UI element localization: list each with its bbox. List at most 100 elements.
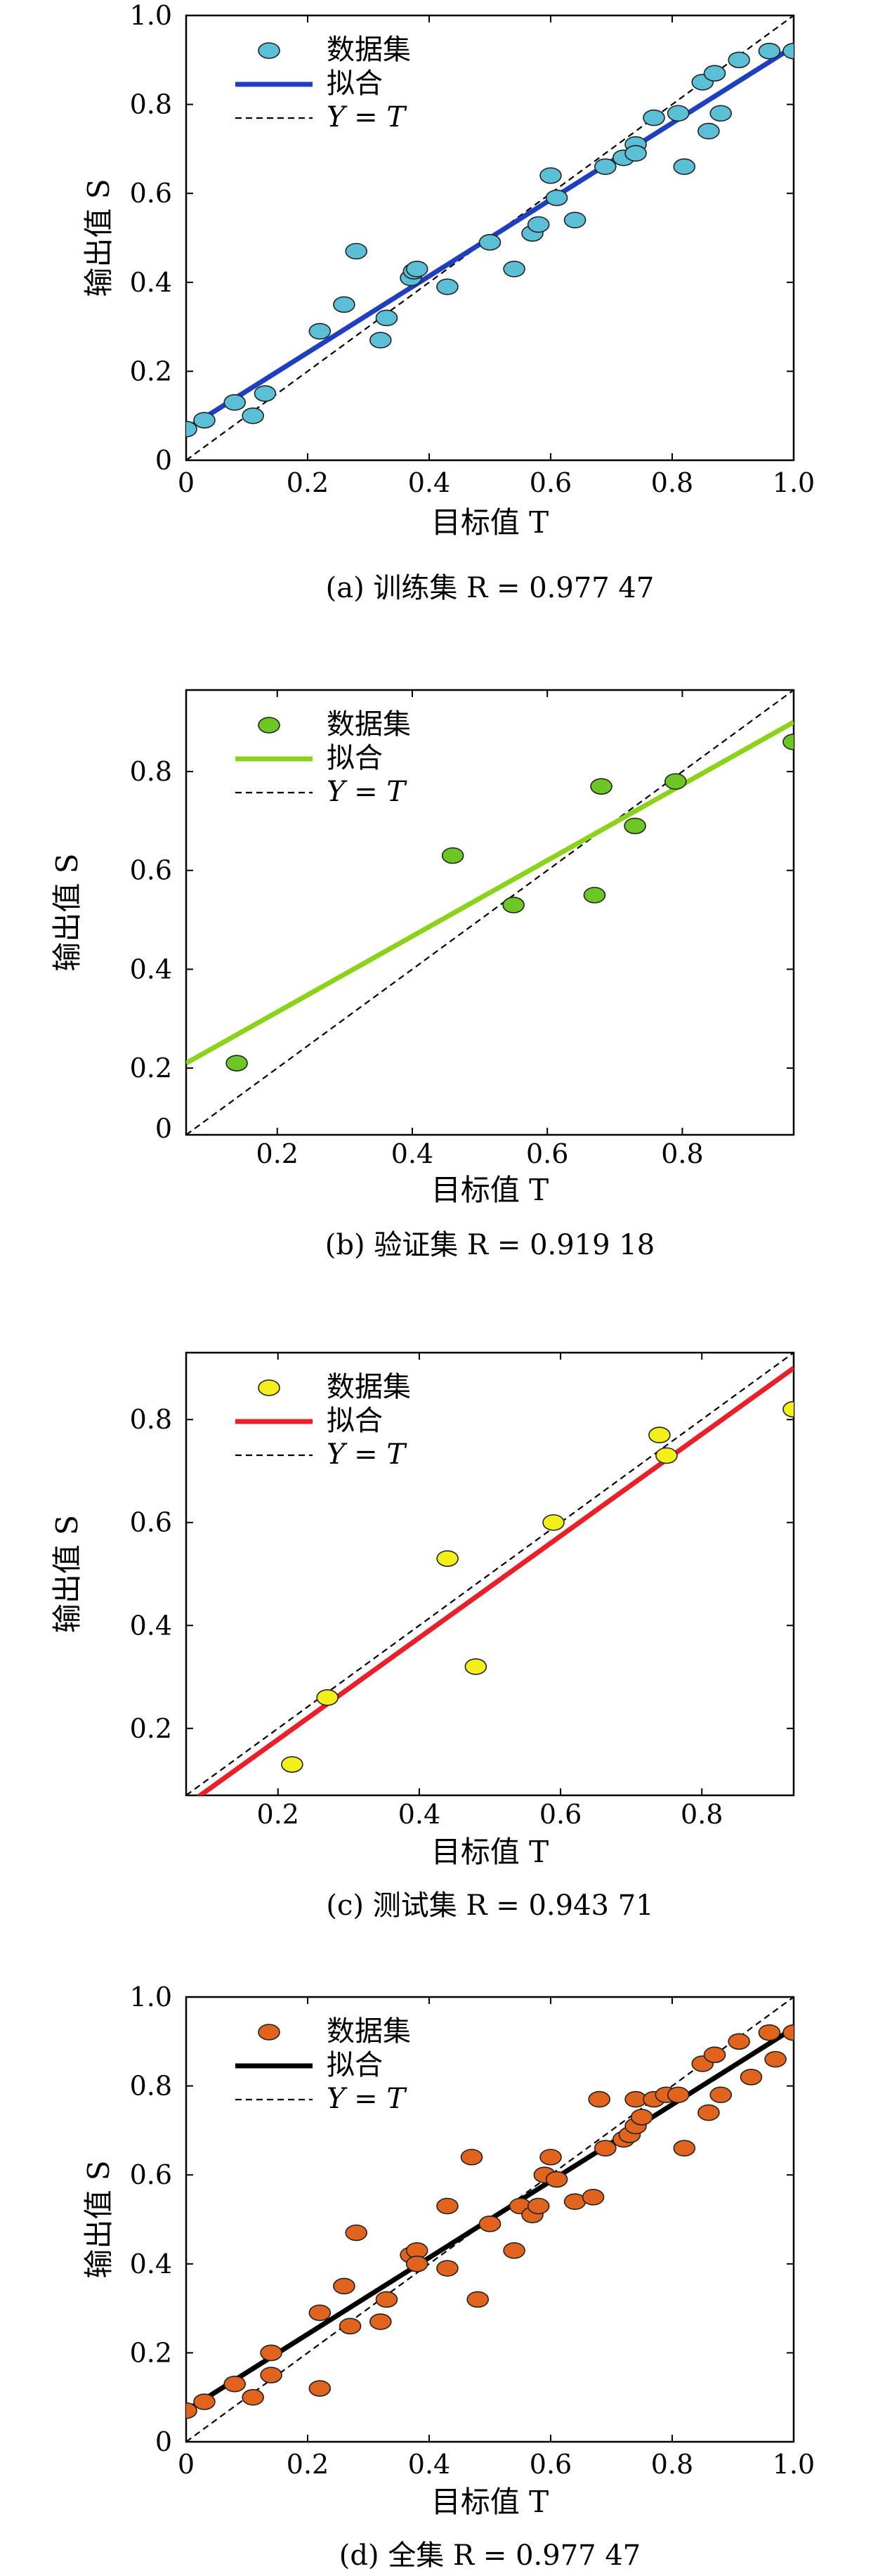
data-point [630, 2109, 653, 2126]
data-point [673, 2140, 696, 2157]
data-point [405, 261, 428, 278]
legend-label-fit: 拟合 [327, 67, 383, 100]
data-point [782, 1400, 794, 1418]
y-tick-label: 1.0 [130, 1982, 172, 2012]
data-point [588, 2090, 611, 2108]
data-point [242, 2388, 264, 2406]
data-point [503, 2242, 525, 2259]
data-point [460, 2149, 483, 2166]
legend-label-identity: Y = T [327, 1438, 407, 1471]
data-point [436, 278, 459, 295]
data-point [339, 2317, 362, 2335]
legend-label-identity: Y = T [327, 101, 407, 134]
x-axis-label: 目标值 T [431, 2485, 549, 2519]
legend-marker-data [258, 717, 280, 734]
data-point [281, 1756, 303, 1773]
data-point [308, 2380, 332, 2397]
plot-frame [185, 1351, 795, 1797]
data-point [223, 2375, 247, 2393]
data-point [260, 2367, 282, 2383]
y-tick-label: 0.2 [130, 1713, 172, 1744]
data-point [316, 1689, 339, 1706]
data-point [375, 309, 398, 327]
y-tick-label: 0.4 [130, 1610, 172, 1641]
legend-label-data: 数据集 [327, 34, 411, 66]
data-point [664, 773, 687, 790]
data-point [441, 847, 464, 864]
data-point [478, 234, 501, 251]
legend-label-fit: 拟合 [327, 742, 383, 774]
y-tick-label: 0.8 [130, 756, 172, 787]
x-tick-label: 0.2 [257, 1799, 299, 1830]
identity-line [186, 15, 794, 460]
data-point [590, 778, 612, 795]
data-point [728, 51, 750, 69]
data-point [436, 1550, 459, 1567]
x-tick-label: 0.2 [287, 467, 329, 498]
data-point [405, 2255, 428, 2272]
chart-caption: (c) 测试集 R = 0.943 71 [326, 1889, 653, 1922]
x-tick-label: 1.0 [773, 2449, 815, 2480]
data-point [782, 2024, 794, 2041]
data-point [703, 2046, 726, 2064]
data-point [594, 2140, 617, 2157]
x-tick-label: 0.6 [530, 2449, 572, 2480]
data-point [667, 105, 690, 122]
data-point [545, 189, 568, 207]
data-point [624, 817, 646, 835]
y-tick-label: 0.6 [130, 178, 172, 209]
legend-label-identity: Y = T [327, 776, 407, 808]
data-point [782, 734, 794, 750]
data-point [225, 1055, 248, 1072]
legend-label-fit: 拟合 [327, 2049, 383, 2081]
plot-area [186, 1353, 794, 1795]
data-point [503, 261, 525, 278]
data-point [186, 420, 197, 438]
data-point [527, 216, 550, 233]
legend-label-data: 数据集 [327, 2015, 411, 2048]
data-point [563, 212, 586, 228]
plot-area [186, 15, 794, 460]
data-point [193, 2393, 216, 2410]
x-tick-label: 0.8 [651, 2449, 693, 2480]
chart-panel-d: 0 0.2 0.4 0.6 0.8 1.0 0 0.2 0.4 0.6 0.8 1.0 目标值 T 输出值… [81, 1982, 815, 2572]
data-point [345, 242, 368, 260]
x-axis-label: 目标值 T [431, 505, 549, 540]
data-point [782, 42, 794, 60]
plot-area [186, 1997, 794, 2442]
data-point [667, 2086, 690, 2104]
y-tick-label: 0.8 [130, 89, 172, 120]
data-point [643, 109, 665, 126]
data-point [697, 2104, 720, 2121]
legend-marker-data [258, 1379, 280, 1396]
data-point [740, 2069, 763, 2086]
y-tick-label: 0 [155, 2426, 172, 2457]
data-point [545, 2171, 568, 2188]
y-axis-label: 输出值 S [50, 853, 84, 971]
chart-panel-b: 0.2 0.4 0.6 0.8 0.2 0.4 0.6 0.8 0 目标值 T 输出值 S 数据集拟合… [50, 689, 795, 1261]
chart-caption: (b) 验证集 R = 0.919 18 [325, 1229, 655, 1261]
data-point [193, 412, 216, 429]
identity-line [186, 1353, 794, 1795]
data-point [186, 2402, 197, 2419]
plot-frame [185, 14, 795, 462]
y-tick-label: 0 [155, 445, 172, 476]
fit-line [186, 720, 794, 1066]
y-tick-label: 0.2 [130, 356, 172, 386]
data-point [709, 2086, 732, 2104]
data-point [539, 2149, 562, 2166]
data-point [436, 2197, 459, 2215]
x-tick-label: 0.2 [287, 2449, 329, 2480]
data-point [539, 167, 562, 184]
y-tick-label: 0.4 [130, 267, 172, 298]
data-point [308, 2304, 332, 2322]
data-point [333, 2277, 355, 2295]
data-point [466, 2291, 490, 2308]
data-point [624, 145, 647, 162]
data-point [594, 158, 617, 176]
x-axis-label: 目标值 T [431, 1173, 549, 1207]
data-point [758, 2024, 781, 2041]
data-point [333, 296, 355, 313]
